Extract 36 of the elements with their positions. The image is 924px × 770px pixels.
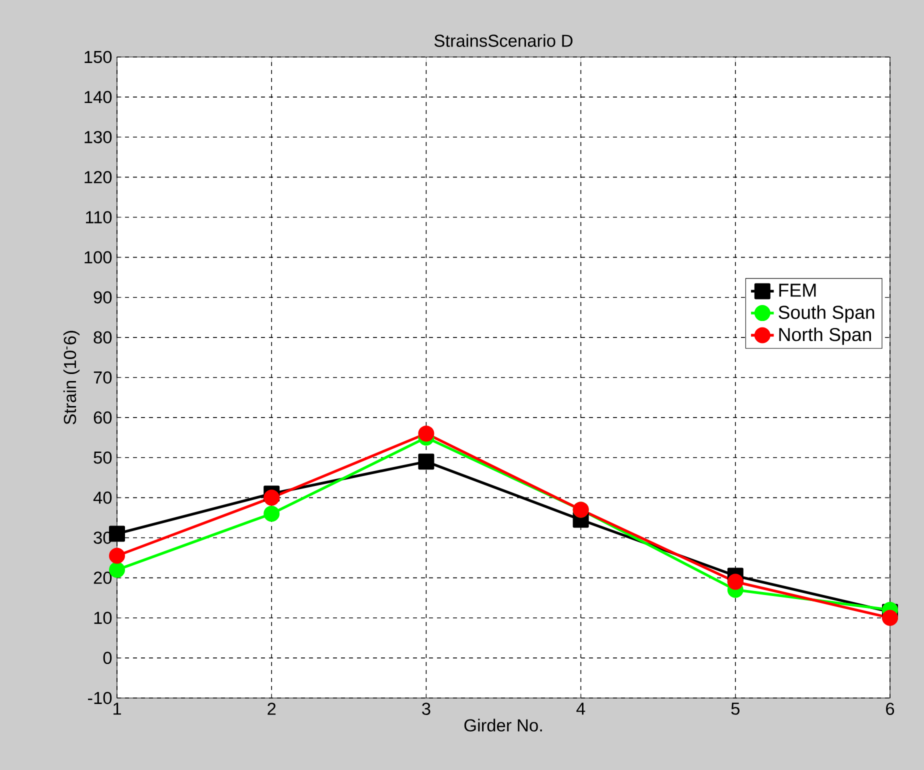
y-tick-label: 10 [94,612,112,624]
y-tick-label: 80 [94,331,112,344]
y-axis-title: Strain (10$^{-}$6) [63,330,80,424]
x-tick-label: 5 [731,702,740,715]
y-tick-label: 20 [94,572,112,584]
x-tick-label: 2 [268,702,276,715]
chart-title: StrainsScenario D [434,34,572,47]
point [882,610,898,626]
point [109,526,126,542]
x-tick-label: 3 [422,702,430,715]
y-tick-label: 120 [84,171,112,184]
y-tick-label: 70 [94,371,112,384]
y-tick-label: 50 [94,451,112,464]
point [264,490,280,506]
y-tick-label: 0 [103,652,112,664]
y-tick-label: 60 [94,411,112,424]
y-tick-label: 130 [84,130,112,144]
y-tick-label: 40 [93,492,112,504]
y-tick-label: 140 [84,90,112,104]
x-tick-label: 1 [114,702,121,715]
y-tick-label: 110 [86,211,112,224]
y-tick-label: 90 [94,291,112,304]
x-tick-label: 6 [886,702,894,715]
point [109,548,126,564]
x-tick-label: 4 [576,702,586,715]
legend-label: FEM [779,284,816,297]
y-tick-label: 150 [84,50,112,64]
y-tick-label: 100 [84,251,112,264]
x-axis-title: Girder No. [464,718,542,732]
y-tick-label: -10 [88,692,112,704]
point [727,574,744,590]
legend-label: South Span [778,305,874,323]
point [264,506,280,522]
point [418,454,434,470]
legend-label: North Span [779,327,871,345]
point [418,426,434,442]
